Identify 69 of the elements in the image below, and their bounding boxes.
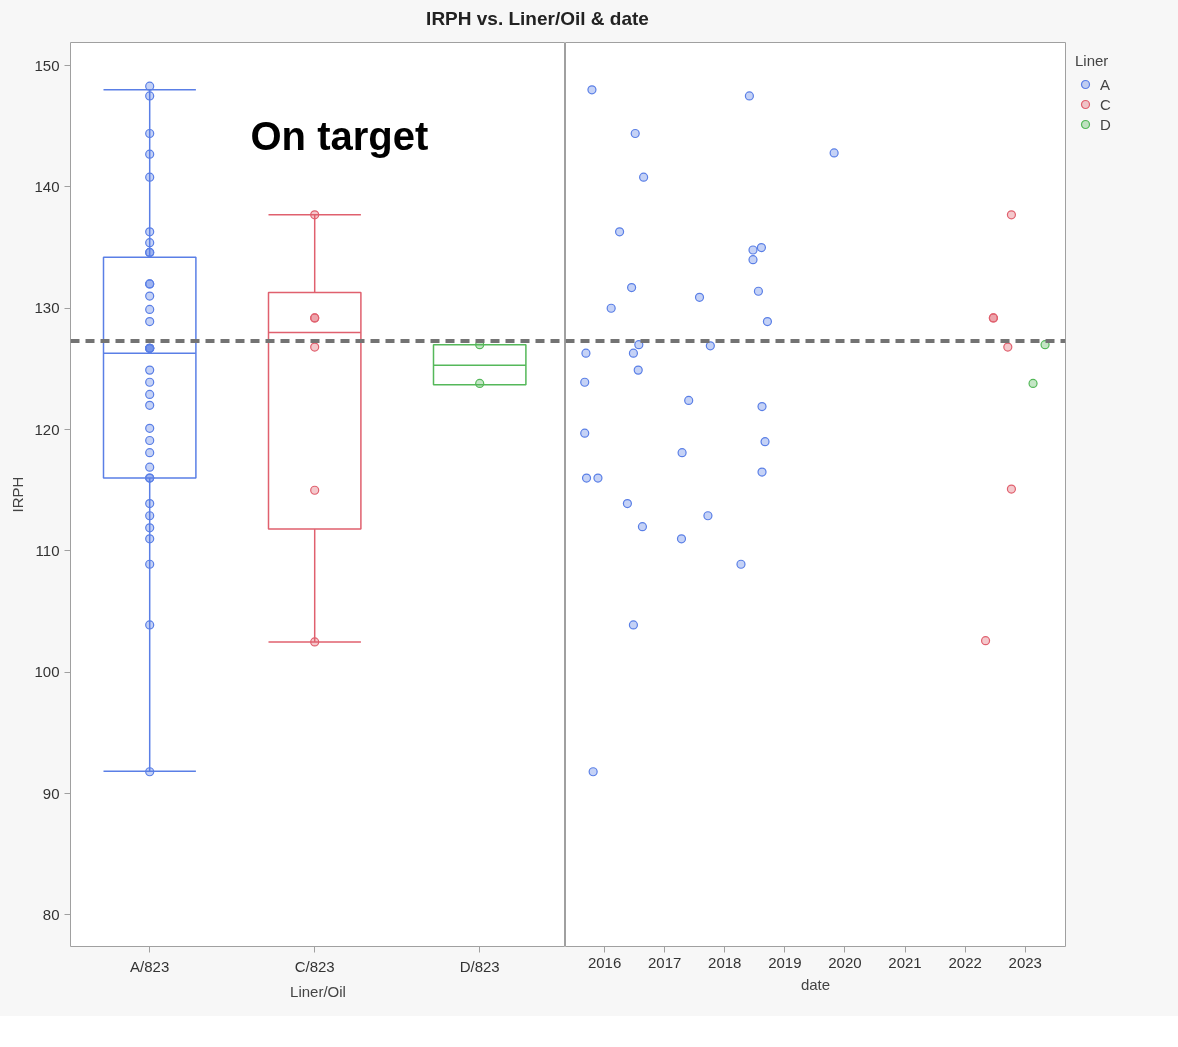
annotation: On target: [250, 113, 429, 158]
x-tick-label: 2019: [768, 953, 802, 971]
y-tick-label: 90: [42, 784, 60, 802]
point: [581, 473, 592, 483]
point: [753, 286, 764, 296]
x-tick-label: 2016: [587, 953, 622, 971]
y-tick-label: 100: [34, 663, 60, 681]
point: [757, 401, 767, 412]
point: [684, 395, 694, 406]
legend-title: Liner: [1075, 52, 1110, 69]
y-tick-label: 80: [42, 905, 60, 923]
y-tick-label: 150: [34, 56, 60, 74]
point: [757, 467, 767, 477]
point: [627, 283, 637, 293]
point: [639, 172, 649, 182]
chart-title: IRPH vs. Liner/Oil & date: [426, 7, 649, 31]
x-tick-label: 2018: [708, 953, 742, 971]
point: [829, 148, 839, 158]
legend-label: A: [1100, 75, 1111, 93]
point: [705, 341, 715, 351]
point: [628, 348, 639, 358]
point: [676, 534, 687, 544]
point: [677, 448, 687, 458]
point: [762, 317, 773, 327]
x-tick-label: C/823: [294, 957, 335, 975]
point: [748, 245, 758, 255]
x-tick-label: 2020: [828, 953, 862, 971]
y-tick-label: 110: [35, 541, 60, 559]
point: [1040, 340, 1050, 350]
point: [756, 242, 767, 253]
point: [1003, 342, 1013, 352]
x-tick-label: D/823: [459, 957, 500, 975]
legend-label: D: [1100, 115, 1112, 133]
point: [587, 85, 597, 95]
point: [1028, 378, 1038, 389]
point: [622, 499, 632, 509]
point: [1006, 484, 1017, 494]
point: [760, 437, 770, 447]
point: [614, 227, 625, 237]
point: [637, 522, 648, 532]
point: [736, 559, 746, 569]
x-tick-label: A/823: [130, 957, 170, 975]
y-tick-label: 120: [34, 420, 60, 438]
x-tick-label: 2022: [948, 953, 982, 971]
point: [703, 511, 713, 521]
x-axis-title: date: [800, 975, 831, 993]
y-tick-label: 130: [34, 299, 60, 317]
point: [580, 428, 590, 438]
point: [694, 292, 705, 302]
point: [593, 473, 603, 483]
point: [630, 128, 640, 139]
point: [634, 340, 644, 350]
point: [581, 348, 591, 358]
x-axis-title: Liner/Oil: [290, 982, 346, 1000]
point: [628, 620, 639, 630]
point: [633, 365, 643, 375]
legend-label: C: [1100, 95, 1112, 113]
point: [580, 377, 590, 387]
x-tick-label: 2023: [1008, 953, 1042, 971]
point: [744, 91, 754, 101]
x-tick-label: 2021: [888, 953, 922, 971]
x-tick-label: 2017: [647, 953, 682, 971]
point: [748, 255, 758, 265]
point: [980, 636, 991, 646]
point: [606, 303, 616, 313]
point: [1006, 210, 1017, 220]
y-axis-title: IRPH: [9, 476, 27, 513]
y-tick-label: 140: [34, 177, 60, 195]
point: [588, 767, 598, 777]
